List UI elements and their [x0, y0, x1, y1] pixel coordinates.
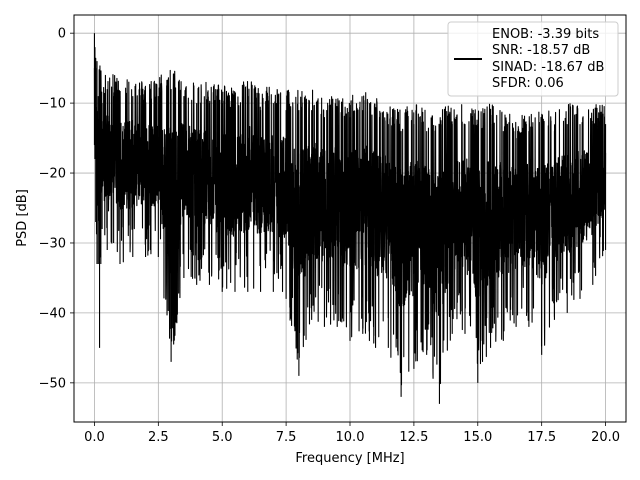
x-tick-label: 0.0 — [84, 430, 105, 445]
x-axis-label: Frequency [MHz] — [295, 451, 404, 466]
y-tick-label: −20 — [39, 167, 66, 182]
x-tick-label: 10.0 — [336, 430, 365, 445]
x-tick-label: 2.5 — [148, 430, 169, 445]
x-tick-label: 7.5 — [276, 430, 297, 445]
legend-snr: SNR: -18.57 dB — [492, 43, 590, 58]
x-tick-label: 15.0 — [463, 430, 492, 445]
y-axis-ticks: 0 −10 −20 −30 −40 −50 — [39, 27, 74, 391]
legend-enob: ENOB: -3.39 bits — [492, 27, 599, 42]
x-axis-ticks: 0.0 2.5 5.0 7.5 10.0 12.5 15.0 17.5 20.0 — [84, 422, 620, 445]
y-tick-label: −30 — [39, 236, 66, 251]
psd-trace-group — [93, 33, 607, 404]
legend: ENOB: -3.39 bits SNR: -18.57 dB SINAD: -… — [447, 21, 619, 97]
y-tick-label: −40 — [39, 306, 66, 321]
legend-box — [447, 21, 619, 97]
legend-sinad: SINAD: -18.67 dB — [492, 60, 604, 75]
y-tick-label: −50 — [39, 376, 66, 391]
x-tick-label: 12.5 — [399, 430, 428, 445]
legend-sfdr: SFDR: 0.06 — [492, 76, 564, 91]
y-axis-label: PSD [dB] — [15, 189, 30, 247]
x-tick-label: 5.0 — [212, 430, 233, 445]
x-tick-label: 17.5 — [527, 430, 556, 445]
y-tick-label: 0 — [58, 27, 66, 42]
y-tick-label: −10 — [39, 97, 66, 112]
x-tick-label: 20.0 — [591, 430, 620, 445]
